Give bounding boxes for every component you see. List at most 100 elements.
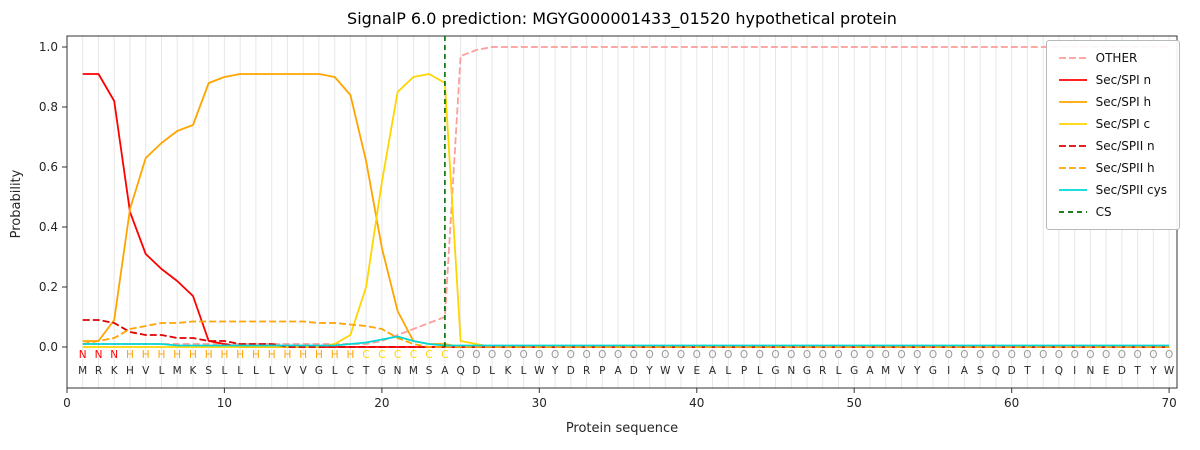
region-label: N: [79, 349, 87, 361]
region-label: O: [504, 349, 512, 361]
sequence-letter: V: [677, 365, 685, 377]
region-label: O: [803, 349, 811, 361]
region-label: H: [315, 349, 323, 361]
sequence-letter: D: [1118, 365, 1126, 377]
y-tick-label: 0.0: [39, 340, 58, 354]
sequence-letter: G: [771, 365, 779, 377]
x-tick-label: 40: [689, 396, 704, 410]
sequence-letter: N: [394, 365, 402, 377]
legend-label: Sec/SPI h: [1095, 95, 1152, 109]
region-label: O: [882, 349, 890, 361]
y-tick-label: 0.2: [39, 280, 58, 294]
region-label: C: [441, 349, 448, 361]
sequence-letter: W: [660, 365, 671, 377]
legend-item-cs: CS: [1058, 205, 1167, 219]
y-tick-label: 0.8: [39, 100, 58, 114]
region-label: C: [394, 349, 401, 361]
region-label: O: [1023, 349, 1031, 361]
sequence-letter: L: [159, 365, 165, 377]
sequence-letter: V: [898, 365, 906, 377]
region-label: O: [1118, 349, 1126, 361]
legend-line-sample: [1058, 79, 1087, 81]
sequence-letter: R: [819, 365, 826, 377]
sequence-letter: I: [1073, 365, 1076, 377]
region-label: N: [110, 349, 118, 361]
region-label: O: [960, 349, 968, 361]
legend-item-sec-spii-h: Sec/SPII h: [1058, 161, 1167, 175]
region-label: O: [897, 349, 905, 361]
sequence-letter: K: [190, 365, 198, 377]
region-label: C: [410, 349, 417, 361]
region-label: O: [472, 349, 480, 361]
region-label: O: [1102, 349, 1110, 361]
sequence-letter: V: [284, 365, 292, 377]
region-label: O: [1039, 349, 1047, 361]
legend-item-sec-spii-n: Sec/SPII n: [1058, 139, 1167, 153]
legend-item-sec-spii-cys: Sec/SPII cys: [1058, 183, 1167, 197]
region-label: O: [598, 349, 606, 361]
sequence-letter: A: [709, 365, 717, 377]
region-label: H: [268, 349, 276, 361]
region-label: O: [771, 349, 779, 361]
region-label: O: [677, 349, 685, 361]
legend-line-sample: [1058, 211, 1087, 213]
legend-item-other: OTHER: [1058, 51, 1167, 65]
legend-line-sample: [1058, 123, 1087, 125]
region-label: H: [236, 349, 244, 361]
region-label: O: [740, 349, 748, 361]
region-label: H: [283, 349, 291, 361]
legend-label: Sec/SPII n: [1095, 139, 1155, 153]
sequence-letter: P: [741, 365, 747, 377]
sequence-letter: P: [599, 365, 605, 377]
sequence-letter: T: [1133, 365, 1141, 377]
sequence-letter: L: [521, 365, 527, 377]
legend-line-sample: [1058, 167, 1087, 169]
legend-item-sec-spi-c: Sec/SPI c: [1058, 117, 1167, 131]
region-label: O: [1165, 349, 1173, 361]
plot-border: [66, 35, 1178, 389]
sequence-letter: K: [111, 365, 119, 377]
region-label: O: [866, 349, 874, 361]
legend-line-sample: [1058, 101, 1087, 103]
sequence-letter: S: [977, 365, 984, 377]
sequence-letter: L: [757, 365, 763, 377]
region-label: H: [189, 349, 197, 361]
sequence-letter: K: [504, 365, 512, 377]
y-tick-label: 1.0: [39, 40, 58, 54]
sequence-letter: D: [567, 365, 575, 377]
x-tick-label: 30: [532, 396, 547, 410]
region-label: O: [913, 349, 921, 361]
region-label: O: [708, 349, 716, 361]
region-label: O: [551, 349, 559, 361]
region-label: O: [1086, 349, 1094, 361]
sequence-letter: N: [1086, 365, 1094, 377]
legend-label: CS: [1095, 205, 1112, 219]
sequence-letter: A: [441, 365, 449, 377]
region-label: H: [158, 349, 166, 361]
sequence-letter: V: [142, 365, 150, 377]
sequence-letter: L: [836, 365, 842, 377]
sequence-letter: Y: [913, 365, 921, 377]
legend-item-sec-spi-h: Sec/SPI h: [1058, 95, 1167, 109]
region-label: O: [929, 349, 937, 361]
legend-line-sample: [1058, 145, 1087, 147]
region-label: O: [661, 349, 669, 361]
sequence-letter: Y: [551, 365, 559, 377]
series-line-sec-spi-n: [82, 73, 1170, 348]
region-label: O: [488, 349, 496, 361]
sequence-letter: G: [803, 365, 811, 377]
sequence-letter: M: [881, 365, 890, 377]
sequence-letter: I: [1042, 365, 1045, 377]
legend: OTHER Sec/SPI n Sec/SPI h Sec/SPI c Sec/SPII…: [1045, 40, 1180, 230]
region-label: O: [787, 349, 795, 361]
region-label: O: [519, 349, 527, 361]
sequence-letter: G: [315, 365, 323, 377]
sequence-letter: G: [378, 365, 386, 377]
legend-label: Sec/SPII h: [1095, 161, 1155, 175]
sequence-letter: T: [362, 365, 370, 377]
region-label: O: [992, 349, 1000, 361]
legend-item-sec-spi-n: Sec/SPI n: [1058, 73, 1167, 87]
sequence-letter: Y: [645, 365, 653, 377]
